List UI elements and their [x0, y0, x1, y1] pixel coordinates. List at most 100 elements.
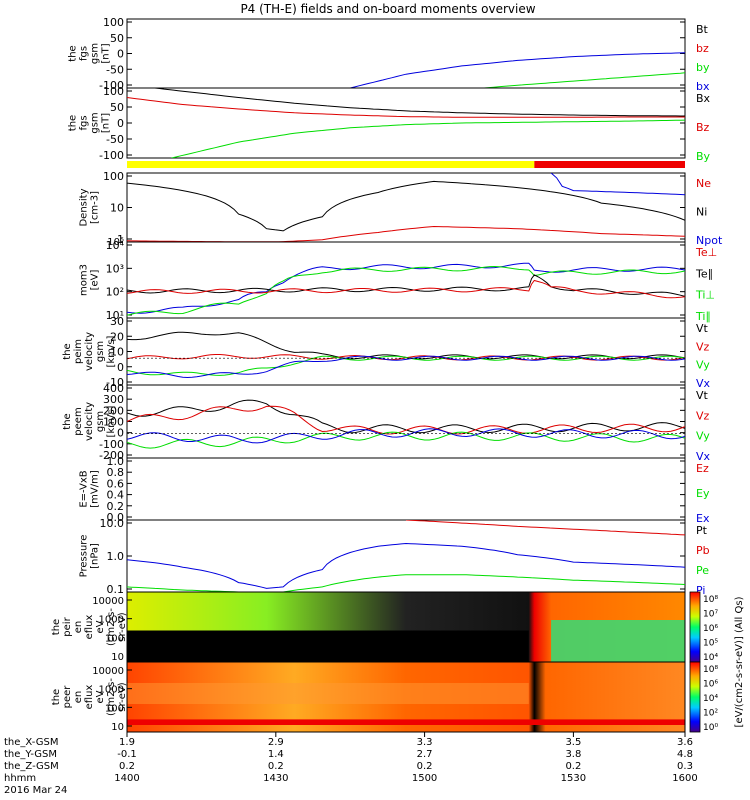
legend-label-density-2: Npot — [696, 234, 723, 247]
legend-label-density-1: Ni — [696, 206, 707, 219]
panel-efield: 1.00.80.60.40.20.0 E=-VxB[mV/m] Ez Ey Ex — [79, 455, 710, 525]
legend-label-peem_vel-3: Vx — [696, 450, 711, 463]
y-tick-label: 0 — [117, 48, 124, 61]
y-axis-label-line: [km/s] — [106, 335, 117, 367]
y-axis-label-line: peir — [62, 616, 73, 636]
series-line-peem_vel-Vx — [127, 428, 685, 444]
y-tick-label: 0.4 — [107, 489, 125, 502]
colorbar-group: 10⁸ 10⁷ 10⁶ 10⁵ 10⁴ 10⁸ 10⁶ 10⁴ 10² 10⁰ [eV/(cm2-s… — [689, 591, 745, 733]
y-tick-label: 0.0 — [107, 511, 125, 524]
y-axis-label-line: [nT] — [101, 113, 112, 133]
y-tick-label: 100 — [105, 703, 124, 714]
spectrogram-red-band — [127, 719, 685, 725]
y-tick-label: 1.0 — [107, 455, 125, 468]
y-tick-label-top: 10⁵ — [107, 237, 124, 248]
x-tick-label: 3.6 — [677, 737, 693, 748]
colorbar-1 — [689, 661, 701, 733]
series-line-moms_temp-Te∥ — [127, 274, 685, 297]
colorbar-tick-label: 10⁴ — [703, 653, 718, 663]
legend-label-peem_vel-1: Vz — [696, 409, 710, 422]
y-axis-label-line: sr-eV) — [117, 612, 128, 641]
legend-label-efield-2: Ex — [696, 512, 710, 525]
y-axis-label-line: [cm-3] — [90, 191, 101, 224]
y-tick-label: 400 — [103, 382, 124, 395]
x-tick-label: 0.2 — [119, 761, 135, 772]
y-axis-label-line: velocity — [84, 402, 95, 441]
legend-label-moms_temp-1: Te∥ — [695, 267, 713, 280]
panel-pressure: 10.0 1.0 0.1 Pressure[nPa] Pt Pb Pe Pi — [79, 517, 710, 597]
y-tick-label: 0 — [117, 427, 124, 440]
y-axis-label-peir_spec: thepeirenefluxeV(cm2-s-sr-eV) — [51, 608, 128, 646]
y-tick-label: 100 — [103, 85, 124, 98]
panel-density: 100 10 1 Density[cm-3] Ne Ni Npot — [79, 170, 723, 247]
panel-fgs_smooth: 100 50 0 -50 -100 thefgsgsm[nT] Bx Bz By — [68, 85, 711, 163]
y-axis-label-line: [km/s] — [106, 405, 117, 437]
series-line-density-Npot — [550, 173, 685, 196]
y-axis-label-line: gsm — [95, 411, 106, 432]
colorbar-tick-label: 10⁶ — [703, 624, 718, 634]
y-tick-label: 50 — [110, 32, 124, 45]
y-tick-label: -10 — [106, 376, 124, 389]
y-axis-label-line: [mV/m] — [90, 470, 101, 508]
y-axis-label-line: fgs — [79, 46, 90, 61]
y-axis-label-line: eV — [95, 690, 106, 703]
y-axis-label-line: Density — [79, 188, 90, 226]
legend-label-efield-0: Ez — [696, 462, 709, 475]
y-axis-label-line: the — [62, 343, 73, 359]
y-axis-label-line: en — [73, 621, 84, 634]
figure-title: P4 (TH-E) fields and on-board moments ov… — [240, 2, 535, 16]
y-axis-label-line: sr-eV) — [117, 682, 128, 711]
legend-label-density-0: Ne — [696, 177, 711, 190]
y-tick-label: 50 — [110, 101, 124, 114]
panel-peer_spec: 10000 1000 100 10 thepeerenefluxeV(cm2-s-sr-… — [51, 661, 686, 733]
series-line-fgs-by — [484, 72, 685, 88]
legend-label-moms_temp-2: Ti⊥ — [695, 289, 715, 302]
series-line-fgs_smooth-By — [171, 119, 685, 158]
y-tick-label: 100 — [103, 16, 124, 29]
legend-label-peim_vel-0: Vt — [696, 322, 709, 335]
y-tick-label: 10 — [110, 202, 124, 215]
legend-label-efield-1: Ey — [696, 487, 710, 500]
y-tick-label: 1.0 — [107, 550, 125, 563]
x-tick-label: 1500 — [412, 773, 437, 784]
legend-label-fgs_smooth-0: Bx — [696, 92, 711, 105]
series-line-peim_vel-Vy — [127, 355, 685, 376]
y-tick-label: 10.0 — [100, 517, 125, 530]
series-line-fgs-bx — [350, 52, 685, 88]
x-tick-label: 0.3 — [677, 761, 693, 772]
colorbar-tick-label: 10⁸ — [703, 595, 718, 605]
y-tick-label: 0.1 — [107, 583, 125, 596]
series-line-moms_temp-Ti — [127, 262, 685, 314]
y-tick-label: 0.6 — [107, 477, 125, 490]
x-axis-row-label: the_Y-GSM — [4, 749, 57, 760]
y-tick-label: 10 — [111, 722, 124, 733]
y-axis-label-fgs: thefgsgsm[nT] — [68, 43, 112, 64]
legend-label-pressure-3: Pi — [696, 584, 705, 597]
y-axis-label-line: (cm2-s- — [106, 608, 117, 646]
x-tick-label: 3.3 — [417, 737, 433, 748]
panel-moms_temp: 10⁴ 10³ 10² 10¹ 10⁵ mom3[eV] Te⊥ Te∥ Ti⊥ Ti∥ — [79, 237, 718, 323]
y-axis-label-line: mom3 — [79, 264, 90, 296]
panel-fgs: 100 50 0 -50 -100 thefgsgsm[nT] Bt bz by bx — [68, 16, 710, 93]
panel-frame — [126, 457, 686, 521]
y-tick-label: 0.8 — [107, 466, 125, 479]
legend-label-moms_temp-3: Ti∥ — [695, 310, 711, 323]
series-line-moms_temp-Te⊥ — [127, 279, 685, 299]
colorbar-tick-label: 10² — [703, 709, 718, 719]
mode-bar — [127, 161, 685, 168]
panel-frame — [126, 18, 686, 89]
legend-label-peem_vel-2: Vy — [696, 430, 710, 443]
y-axis-label-line: gsm — [95, 341, 106, 362]
y-tick-label: 100 — [103, 170, 124, 183]
x-axis-row-label: hhmm — [4, 773, 36, 784]
y-axis-label-line: [eV] — [90, 270, 101, 291]
x-axis-row-label: the_X-GSM — [4, 737, 58, 748]
y-axis-label-efield: E=-VxB[mV/m] — [79, 470, 101, 508]
y-axis-label-line: the — [51, 689, 62, 705]
y-tick-label: -100 — [99, 79, 124, 92]
legend-label-fgs-0: Bt — [696, 23, 709, 36]
legend-label-moms_temp-0: Te⊥ — [695, 246, 717, 259]
y-axis-label-line: gsm — [90, 112, 101, 133]
y-axis-label-line: eV — [95, 620, 106, 633]
